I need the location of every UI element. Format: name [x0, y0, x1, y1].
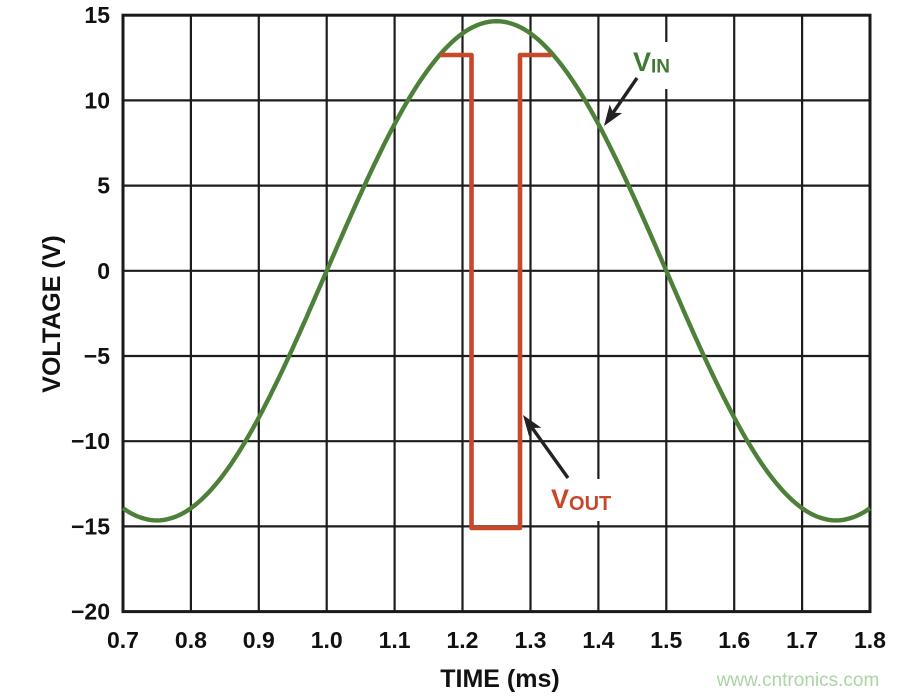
- svg-text:15: 15: [84, 2, 110, 28]
- svg-text:1.0: 1.0: [311, 627, 343, 653]
- svg-text:−5: −5: [84, 343, 110, 369]
- svg-text:0.8: 0.8: [175, 627, 207, 653]
- svg-text:−15: −15: [71, 513, 110, 539]
- svg-text:1.1: 1.1: [379, 627, 411, 653]
- svg-text:0.9: 0.9: [243, 627, 275, 653]
- svg-text:1.2: 1.2: [447, 627, 479, 653]
- svg-text:10: 10: [84, 87, 110, 113]
- svg-text:0.7: 0.7: [107, 627, 139, 653]
- svg-text:1.5: 1.5: [650, 627, 682, 653]
- svg-text:1.6: 1.6: [718, 627, 750, 653]
- svg-text:1.4: 1.4: [582, 627, 614, 653]
- svg-text:VOLTAGE (V): VOLTAGE (V): [38, 235, 66, 392]
- svg-text:0: 0: [97, 258, 110, 284]
- svg-text:5: 5: [97, 173, 110, 199]
- svg-text:www.cntronics.com: www.cntronics.com: [716, 670, 880, 691]
- svg-text:−10: −10: [71, 428, 110, 454]
- svg-text:−20: −20: [71, 599, 110, 625]
- svg-text:TIME (ms): TIME (ms): [440, 665, 559, 693]
- svg-text:1.7: 1.7: [786, 627, 818, 653]
- svg-text:1.8: 1.8: [854, 627, 886, 653]
- svg-text:1.3: 1.3: [515, 627, 547, 653]
